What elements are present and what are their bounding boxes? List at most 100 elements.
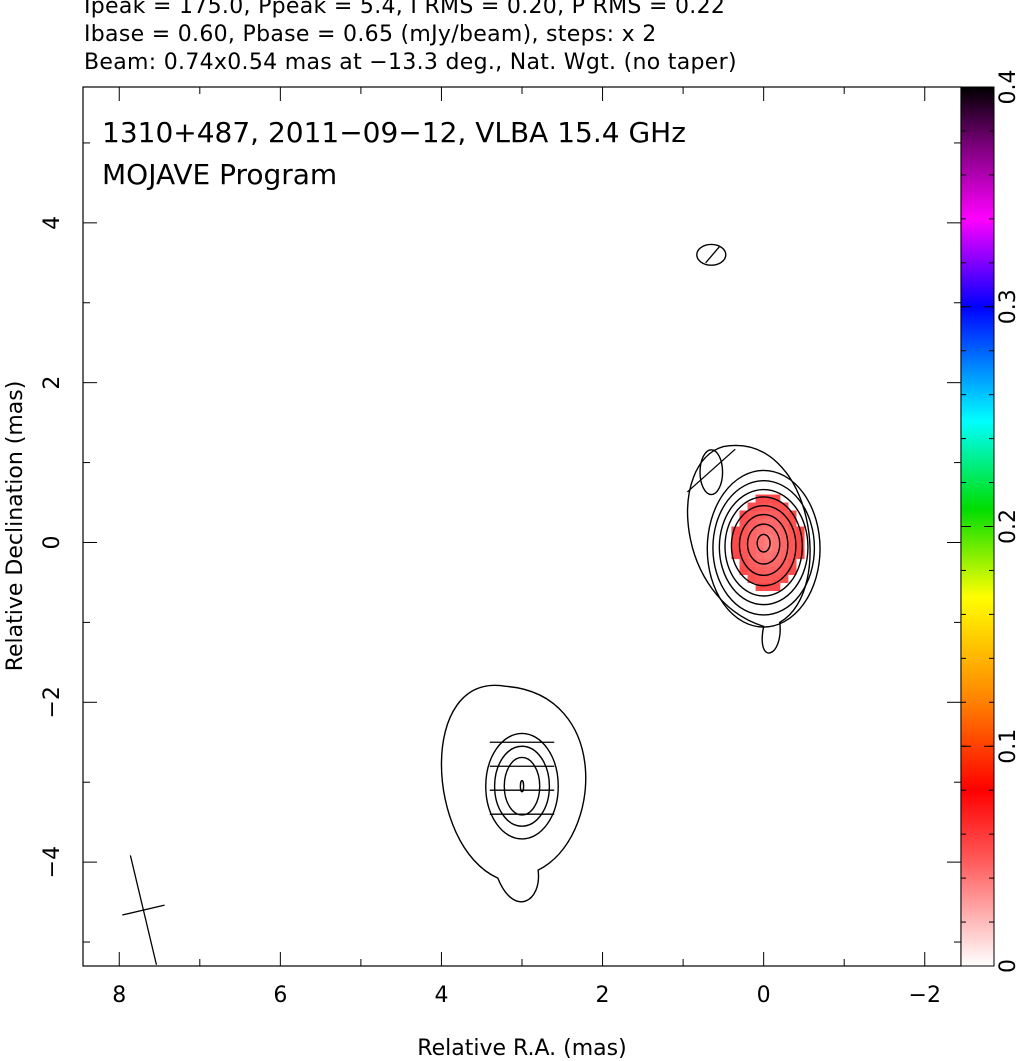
polarization-pixel (731, 550, 741, 560)
polarization-pixel (755, 566, 765, 576)
polarization-pixel (755, 494, 765, 504)
polarization-pixel (763, 502, 773, 512)
polarization-pixel (787, 534, 797, 544)
core-contour (746, 523, 781, 565)
polarization-pixel (787, 566, 797, 576)
polarization-pixel (779, 518, 789, 528)
polarization-pixel (747, 502, 757, 512)
y-tick-label: 0 (40, 535, 65, 549)
polarization-pixel (779, 534, 789, 544)
header-beam-info: Beam: 0.74x0.54 mas at −13.3 deg., Nat. … (84, 50, 737, 75)
jet-contour (503, 756, 541, 816)
polarization-pixel (787, 518, 797, 528)
y-tick-label: 4 (40, 216, 65, 230)
polarization-pixel (739, 526, 749, 536)
polarization-pixel (755, 574, 765, 584)
evpa-vector (705, 246, 720, 264)
polarization-pixel (763, 566, 773, 576)
polarization-pixel (747, 534, 757, 544)
polarization-pixel (755, 502, 765, 512)
beam-minor-axis (122, 904, 165, 916)
map-title: 1310+487, 2011−09−12, VLBA 15.4 GHz (102, 116, 686, 149)
polarization-pixel (771, 574, 781, 584)
colorbar-tick-label: 0.3 (996, 289, 1021, 324)
colorbar-tick-label: 0.4 (996, 70, 1021, 105)
polarization-pixel (779, 502, 789, 512)
beam-ellipse-marker (122, 855, 165, 965)
polarization-pixel (787, 542, 797, 552)
polarization-pixel (747, 574, 757, 584)
x-axis-label: Relative R.A. (mas) (417, 1036, 626, 1061)
polarization-pixel (787, 526, 797, 536)
polarization-pixel (739, 534, 749, 544)
polarization-pixel (763, 494, 773, 504)
polarization-pixel (747, 510, 757, 520)
polarization-pixel (779, 566, 789, 576)
jet-outer-contour (440, 684, 587, 903)
x-tick-label: 4 (434, 983, 448, 1008)
polarization-pixel (771, 550, 781, 560)
core-contour (712, 480, 816, 616)
polarization-pixel (755, 534, 765, 544)
polarization-pixel (731, 534, 741, 544)
polarization-pixel (755, 526, 765, 536)
plot-frame (82, 86, 962, 967)
core-outer-contour (686, 444, 811, 654)
polarization-pixel (763, 574, 773, 584)
polarization-pixel (747, 542, 757, 552)
polarization-pixel (739, 550, 749, 560)
polarization-pixel (763, 534, 773, 544)
polarization-pixel (747, 518, 757, 528)
polarization-pixel (763, 542, 773, 552)
polarization-pixel (787, 510, 797, 520)
polarization-pixel (755, 542, 765, 552)
core-contour (730, 505, 797, 587)
polarization-pixel (771, 582, 781, 592)
polarization-pixel (739, 566, 749, 576)
jet-contour (485, 732, 559, 840)
colorbar-tick-label: 0 (996, 959, 1021, 973)
polarization-pixel (739, 518, 749, 528)
polarization-pixel (771, 510, 781, 520)
polarization-pixel (779, 526, 789, 536)
polarization-pixel (739, 542, 749, 552)
polarization-pixel (763, 526, 773, 536)
polarization-pixel (771, 502, 781, 512)
polarization-pixel (779, 574, 789, 584)
x-tick-label: 2 (596, 983, 610, 1008)
polarization-pixel (763, 550, 773, 560)
y-tick-label: 2 (40, 376, 65, 390)
colorbar-tick-label: 0.2 (996, 509, 1021, 544)
core-contour (738, 513, 789, 576)
colorbar-tick-label: 0.1 (996, 729, 1021, 764)
map-subtitle: MOJAVE Program (102, 158, 337, 191)
x-tick-label: 8 (112, 983, 126, 1008)
y-tick-label: −2 (40, 686, 65, 718)
stokes-i-contours (440, 243, 821, 903)
polarization-pixel (771, 518, 781, 528)
polarization-pixel (779, 558, 789, 568)
evpa-vector (686, 448, 736, 493)
polarization-pixel (755, 550, 765, 560)
header-base-levels: Ibase = 0.60, Pbase = 0.65 (mJy/beam), s… (84, 22, 657, 47)
x-tick-label: 6 (273, 983, 287, 1008)
polarization-pixel (779, 550, 789, 560)
header-peak-rms: Ipeak = 175.0, Ppeak = 5.4, I RMS = 0.20… (84, 0, 726, 19)
polarization-pixel (795, 542, 805, 552)
polarization-pixel (731, 542, 741, 552)
core-contour (724, 496, 804, 597)
polarization-pixel (795, 550, 805, 560)
polarization-pixel (779, 542, 789, 552)
polarization-pixel (787, 550, 797, 560)
y-axis-label: Relative Declination (mas) (3, 381, 28, 672)
polarization-pixel (771, 542, 781, 552)
x-tick-label: 0 (757, 983, 771, 1008)
polarization-pixel (747, 558, 757, 568)
knot-contour (696, 243, 727, 266)
polarization-pixel (755, 558, 765, 568)
core-ne-contour (699, 449, 724, 496)
polarization-pixel (747, 550, 757, 560)
polarization-pixel (763, 518, 773, 528)
polarization-pixel (755, 518, 765, 528)
